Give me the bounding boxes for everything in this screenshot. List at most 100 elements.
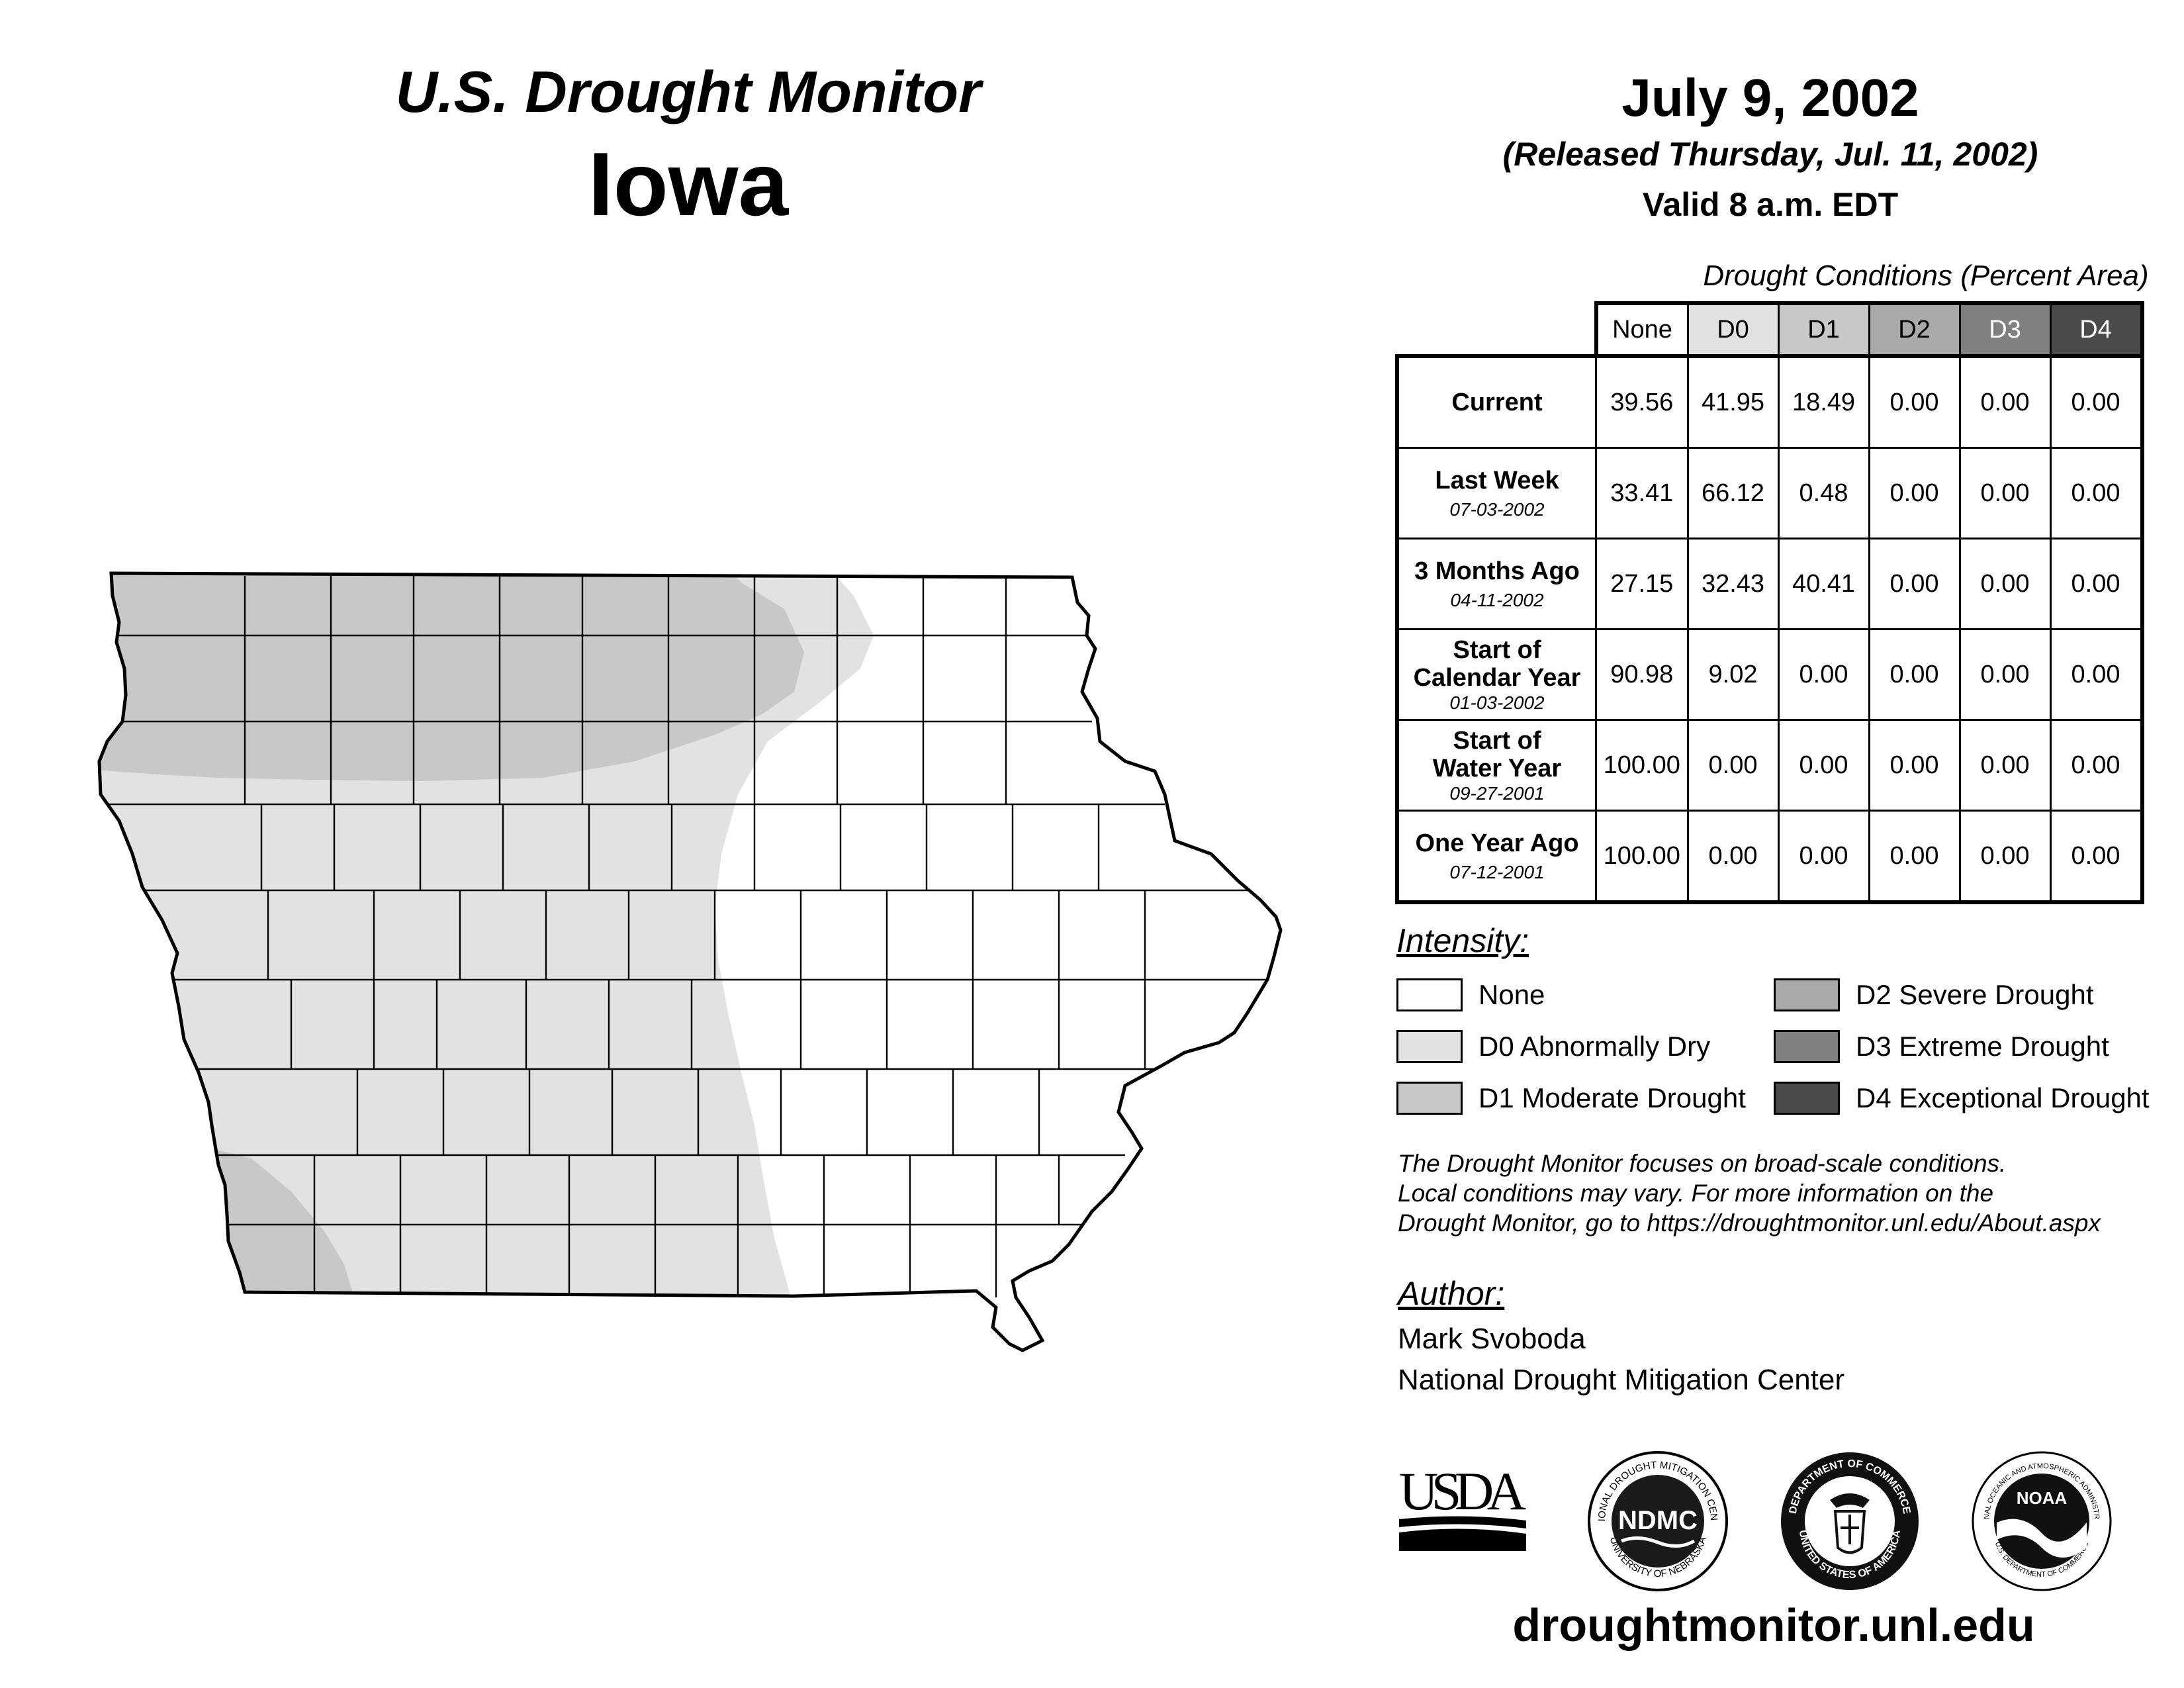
d1-moderate-drought-area bbox=[99, 573, 804, 781]
table-cell: 0.00 bbox=[1777, 719, 1870, 812]
table-cell: 0.00 bbox=[1868, 719, 1961, 812]
release-date: (Released Thursday, Jul. 11, 2002) bbox=[1502, 136, 2038, 173]
legend-swatch-none bbox=[1396, 978, 1463, 1011]
table-cell: 0.00 bbox=[1686, 810, 1780, 904]
table-cell: 0.00 bbox=[2049, 354, 2144, 449]
legend-item-none: None bbox=[1396, 978, 1545, 1011]
table-cell: 0.00 bbox=[1868, 354, 1961, 449]
legend-swatch-d4 bbox=[1774, 1082, 1840, 1115]
table-cell: 0.00 bbox=[1958, 538, 2052, 630]
row-date: 09-27-2001 bbox=[1449, 782, 1545, 804]
row-date: 07-03-2002 bbox=[1449, 498, 1545, 520]
table-cell: 0.00 bbox=[1958, 628, 2052, 721]
table-cell: 0.00 bbox=[1958, 354, 2052, 449]
table-row-start-water-year: Start of Water Year 09-27-2001 100.00 0.0… bbox=[1395, 719, 2144, 812]
table-cell: 32.43 bbox=[1686, 538, 1780, 630]
noaa-logo-text: NOAA bbox=[2017, 1488, 2068, 1508]
legend-label: D3 Extreme Drought bbox=[1856, 1031, 2109, 1062]
department-of-commerce-seal: DEPARTMENT OF COMMERCE UNITED STATES OF … bbox=[1781, 1452, 1919, 1590]
table-cell: 0.00 bbox=[1868, 810, 1961, 904]
iowa-state-outline bbox=[97, 571, 1283, 1352]
legend-label: D0 Abnormally Dry bbox=[1479, 1031, 1711, 1062]
legend-item-d0: D0 Abnormally Dry bbox=[1396, 1030, 1710, 1063]
county-lines bbox=[106, 576, 1277, 1297]
table-cell: 0.00 bbox=[1958, 810, 2052, 904]
table-cell: 0.00 bbox=[2049, 810, 2144, 904]
table-cell: 0.00 bbox=[1868, 538, 1961, 630]
legend-label: None bbox=[1479, 979, 1545, 1010]
legend-swatch-d0 bbox=[1396, 1030, 1463, 1063]
eagle-icon bbox=[1830, 1493, 1870, 1508]
drought-conditions-table: None D0 D1 D2 D3 D4 Current 39.56 41.95 … bbox=[1395, 301, 2144, 904]
author-name: Mark Svoboda bbox=[1398, 1323, 1586, 1355]
table-row-one-year-ago: One Year Ago 07-12-2001 100.00 0.00 0.00 … bbox=[1395, 810, 2144, 904]
note-line: The Drought Monitor focuses on broad-sca… bbox=[1398, 1150, 2007, 1177]
table-header-row: None D0 D1 D2 D3 D4 bbox=[1397, 301, 2144, 357]
table-cell: 90.98 bbox=[1595, 628, 1689, 721]
map-subtitle: U.S. Drought Monitor bbox=[395, 59, 981, 124]
legend-swatch-d3 bbox=[1774, 1030, 1840, 1063]
table-cell: 0.48 bbox=[1777, 447, 1870, 539]
usda-logo: USDA bbox=[1399, 1461, 1526, 1551]
row-label: Start of Water Year 09-27-2001 bbox=[1395, 719, 1597, 812]
table-cell: 0.00 bbox=[1868, 628, 1961, 721]
table-cell: 100.00 bbox=[1595, 810, 1689, 904]
row-label: 3 Months Ago 04-11-2002 bbox=[1395, 538, 1597, 630]
col-header-d4: D4 bbox=[2049, 301, 2144, 357]
row-date: 04-11-2002 bbox=[1450, 589, 1544, 610]
table-cell: 0.00 bbox=[2049, 628, 2144, 721]
table-row-start-calendar-year: Start of Calendar Year 01-03-2002 90.98 9… bbox=[1395, 628, 2144, 721]
table-cell: 0.00 bbox=[2049, 538, 2144, 630]
bird-icon bbox=[1997, 1519, 2087, 1558]
table-caption: Drought Conditions (Percent Area) bbox=[1703, 259, 2149, 292]
table-cell: 41.95 bbox=[1686, 354, 1780, 449]
table-cell: 18.49 bbox=[1777, 354, 1870, 449]
table-cell: 33.41 bbox=[1595, 447, 1689, 539]
map-date: July 9, 2002 bbox=[1621, 68, 1919, 127]
legend-title: Intensity: bbox=[1396, 922, 1529, 959]
row-label: One Year Ago 07-12-2001 bbox=[1395, 810, 1597, 904]
noaa-logo: NATIONAL OCEANIC AND ATMOSPHERIC ADMINIS… bbox=[1969, 1448, 2112, 1591]
table-cell: 0.00 bbox=[2049, 447, 2144, 539]
legend-swatch-d2 bbox=[1774, 978, 1840, 1011]
legend-item-d2: D2 Severe Drought bbox=[1774, 978, 2094, 1011]
legend-item-d3: D3 Extreme Drought bbox=[1774, 1030, 2109, 1063]
state-title: Iowa bbox=[588, 134, 789, 234]
table-cell: 0.00 bbox=[1777, 810, 1870, 904]
row-label: Current bbox=[1395, 354, 1597, 449]
row-label: Start of Calendar Year 01-03-2002 bbox=[1395, 628, 1597, 721]
table-cell: 66.12 bbox=[1686, 447, 1780, 539]
usda-logo-text: USDA bbox=[1399, 1461, 1526, 1521]
col-header-d1: D1 bbox=[1777, 301, 1870, 357]
d1-southwest-area bbox=[199, 1145, 354, 1297]
table-corner bbox=[1397, 303, 1596, 356]
table-cell: 9.02 bbox=[1686, 628, 1780, 721]
table-cell: 40.41 bbox=[1777, 538, 1870, 630]
shield-icon bbox=[1833, 1510, 1866, 1554]
website-url[interactable]: droughtmonitor.unl.edu bbox=[1512, 1599, 2035, 1651]
table-cell: 100.00 bbox=[1595, 719, 1689, 812]
col-header-d3: D3 bbox=[1958, 301, 2052, 357]
table-row-last-week: Last Week 07-03-2002 33.41 66.12 0.48 0.0… bbox=[1395, 447, 2144, 539]
disclaimer-note: The Drought Monitor focuses on broad-sca… bbox=[1398, 1149, 2165, 1238]
author-organization: National Drought Mitigation Center bbox=[1398, 1364, 1845, 1396]
legend-item-d1: D1 Moderate Drought bbox=[1396, 1082, 1746, 1115]
legend-swatch-d1 bbox=[1396, 1082, 1463, 1115]
legend-item-d4: D4 Exceptional Drought bbox=[1774, 1082, 2150, 1115]
ndmc-logo: NATIONAL DROUGHT MITIGATION CENTER UNIVE… bbox=[1585, 1448, 1728, 1591]
col-header-d2: D2 bbox=[1868, 301, 1961, 357]
table-cell: 27.15 bbox=[1595, 538, 1689, 630]
legend-label: D4 Exceptional Drought bbox=[1856, 1082, 2150, 1113]
col-header-d0: D0 bbox=[1686, 301, 1780, 357]
table-cell: 0.00 bbox=[1686, 719, 1780, 812]
valid-time: Valid 8 a.m. EDT bbox=[1642, 186, 1899, 223]
note-line: Drought Monitor, go to https://droughtmo… bbox=[1398, 1209, 2101, 1237]
table-cell: 0.00 bbox=[1777, 628, 1870, 721]
row-date: 01-03-2002 bbox=[1449, 692, 1545, 713]
row-date: 07-12-2001 bbox=[1449, 861, 1545, 882]
row-label: Last Week 07-03-2002 bbox=[1395, 447, 1597, 539]
table-cell: 0.00 bbox=[1958, 719, 2052, 812]
legend-label: D2 Severe Drought bbox=[1856, 979, 2094, 1010]
iowa-drought-map bbox=[97, 571, 1283, 1352]
table-cell: 0.00 bbox=[1958, 447, 2052, 539]
